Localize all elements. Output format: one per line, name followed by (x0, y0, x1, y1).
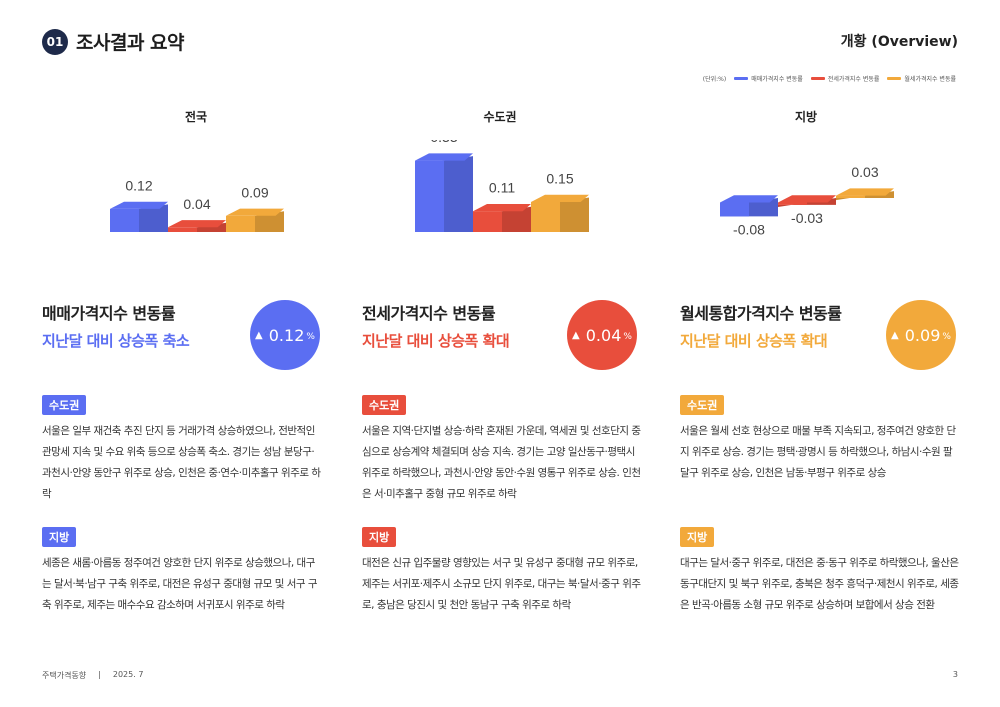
bar-value-label: -0.03 (791, 210, 823, 226)
bar-face (778, 202, 807, 205)
up-arrow-icon: ▲ (891, 329, 899, 341)
region-description: 서울은 지역·단지별 상승·하락 혼재된 가운데, 역세권 및 선호단지 중심으… (362, 425, 641, 500)
capital-block: 수도권 서울은 월세 선호 현상으로 매물 부족 지속되고, 정주여건 양호한 … (680, 394, 960, 484)
bar-value-label: 0.12 (125, 177, 152, 193)
footer-source: 주택가격동향 (42, 671, 87, 680)
region-description: 대전은 신규 입주물량 영향있는 서구 및 유성구 중대형 규모 위주로, 제주… (362, 557, 641, 611)
region-tag: 수도권 (362, 395, 407, 415)
page-number: 3 (952, 670, 958, 679)
indicator-subtitle: 지난달 대비 상승폭 확대 (362, 332, 510, 350)
indicator-subtitle: 지난달 대비 상승폭 축소 (42, 332, 190, 350)
change-unit: % (306, 332, 315, 342)
bar-face (836, 195, 865, 198)
section-title: 조사결과 요약 (76, 32, 185, 54)
bar-face (226, 215, 255, 232)
region-tag: 지방 (680, 527, 715, 547)
capital-block: 수도권 서울은 지역·단지별 상승·하락 혼재된 가운데, 역세권 및 선호단지… (362, 394, 642, 505)
bar-top (110, 201, 168, 209)
column-sale: 매매가격지수 변동률 지난달 대비 상승폭 축소 ▲ 0.12 % 수도권 서울… (42, 300, 322, 611)
bar-top (531, 194, 589, 202)
legend-swatch-monthly (887, 77, 902, 80)
bar-face (720, 202, 749, 217)
bar-top (226, 208, 284, 216)
legend-item-monthly: 월세가격지수 변동률 (887, 74, 956, 83)
up-arrow-icon: ▲ (572, 329, 580, 341)
region-title-capital: 수도권 (483, 110, 517, 124)
legend-label-jeonse: 전세가격지수 변동률 (827, 76, 880, 83)
bar-value-label: 0.15 (546, 171, 573, 187)
indicator-title: 전세가격지수 변동률 (362, 304, 496, 323)
bar-top (168, 220, 226, 228)
column-monthly: 월세통합가격지수 변동률 지난달 대비 상승폭 확대 ▲ 0.09 % 수도권 … (680, 300, 960, 611)
change-value: 0.12 (268, 325, 305, 345)
change-badge: ▲ 0.04 % (567, 300, 637, 370)
region-title-national: 전국 (184, 110, 208, 124)
change-badge: ▲ 0.09 % (886, 300, 956, 370)
bar-value-label: 0.09 (241, 184, 268, 200)
provincial-block: 지방 대구는 달서·중구 위주로, 대전은 중·동구 위주로 하락했으나, 울산… (680, 526, 960, 616)
page-footer: 주택가격동향 | 2025. 7 (42, 670, 143, 681)
legend-unit: (단위:%) (702, 76, 727, 83)
change-badge: ▲ 0.12 % (250, 300, 320, 370)
bar-value-label: 0.03 (851, 164, 878, 180)
legend-item-sale: 매매가격지수 변동률 (734, 74, 803, 83)
legend-item-jeonse: 전세가격지수 변동률 (810, 74, 880, 83)
column-jeonse: 전세가격지수 변동률 지난달 대비 상승폭 확대 ▲ 0.04 % 수도권 서울… (362, 300, 642, 611)
provincial-block: 지방 세종은 새롬·아름동 정주여건 양호한 단지 위주로 상승했으나, 대구는… (42, 526, 322, 616)
capital-block: 수도권 서울은 일부 재건축 추진 단지 등 거래가격 상승하였으나, 전반적인… (42, 394, 322, 505)
bar-top (415, 153, 473, 161)
bar-face (168, 227, 197, 232)
change-unit: % (942, 332, 951, 342)
region-description: 서울은 월세 선호 현상으로 매물 부족 지속되고, 정주여건 양호한 단지 위… (680, 425, 956, 479)
legend-swatch-sale (734, 77, 749, 80)
bar-value-label: 0.04 (183, 196, 210, 212)
bar-value-label: 0.11 (489, 180, 515, 196)
indicator-subtitle: 지난달 대비 상승폭 확대 (680, 332, 828, 350)
bar-face (531, 202, 560, 232)
region-tag: 지방 (42, 527, 77, 547)
footer-separator: | (98, 670, 101, 679)
overview-label: 개황 (Overview) (840, 34, 958, 50)
bar-value-label: -0.08 (733, 221, 765, 237)
chart-legend: (단위:%) 매매가격지수 변동률 전세가격지수 변동률 월세가격지수 변동률 (703, 74, 956, 83)
up-arrow-icon: ▲ (255, 329, 263, 341)
footer-date: 2025. 7 (112, 670, 144, 679)
region-tag: 수도권 (680, 395, 725, 415)
region-description: 대구는 달서·중구 위주로, 대전은 중·동구 위주로 하락했으나, 울산은 동… (680, 557, 959, 611)
legend-label-sale: 매매가격지수 변동률 (751, 76, 803, 83)
region-title-provincial: 지방 (794, 110, 818, 124)
bar-face (415, 160, 444, 232)
region-description: 세종은 새롬·아름동 정주여건 양호한 단지 위주로 상승했으나, 대구는 달서… (42, 557, 318, 611)
change-unit: % (623, 332, 632, 342)
bar-top (836, 188, 894, 196)
bar-top (720, 195, 778, 203)
section-header: 01 조사결과 요약 (42, 28, 185, 55)
bar-top (473, 204, 531, 212)
region-tag: 지방 (362, 527, 397, 547)
legend-label-monthly: 월세가격지수 변동률 (904, 76, 956, 83)
change-value: 0.04 (585, 325, 622, 345)
region-tag: 수도권 (42, 395, 87, 415)
provincial-block: 지방 대전은 신규 입주물량 영향있는 서구 및 유성구 중대형 규모 위주로,… (362, 526, 642, 616)
indicator-title: 매매가격지수 변동률 (42, 304, 176, 323)
indicator-title: 월세통합가격지수 변동률 (680, 304, 842, 323)
bar-value-label: 0.33 (430, 140, 457, 145)
bar-face (473, 211, 502, 232)
bar-chart: 0.12 0.04 0.09 0.33 0.11 0.15 -0.08 -0.03 0.03 (110, 140, 894, 237)
change-value: 0.09 (904, 325, 941, 345)
legend-swatch-jeonse (810, 77, 825, 80)
region-description: 서울은 일부 재건축 추진 단지 등 거래가격 상승하였으나, 전반적인 관망세… (42, 425, 321, 500)
section-number-badge: 01 (42, 28, 68, 55)
bar-face (110, 208, 139, 232)
bar-top (778, 195, 836, 203)
